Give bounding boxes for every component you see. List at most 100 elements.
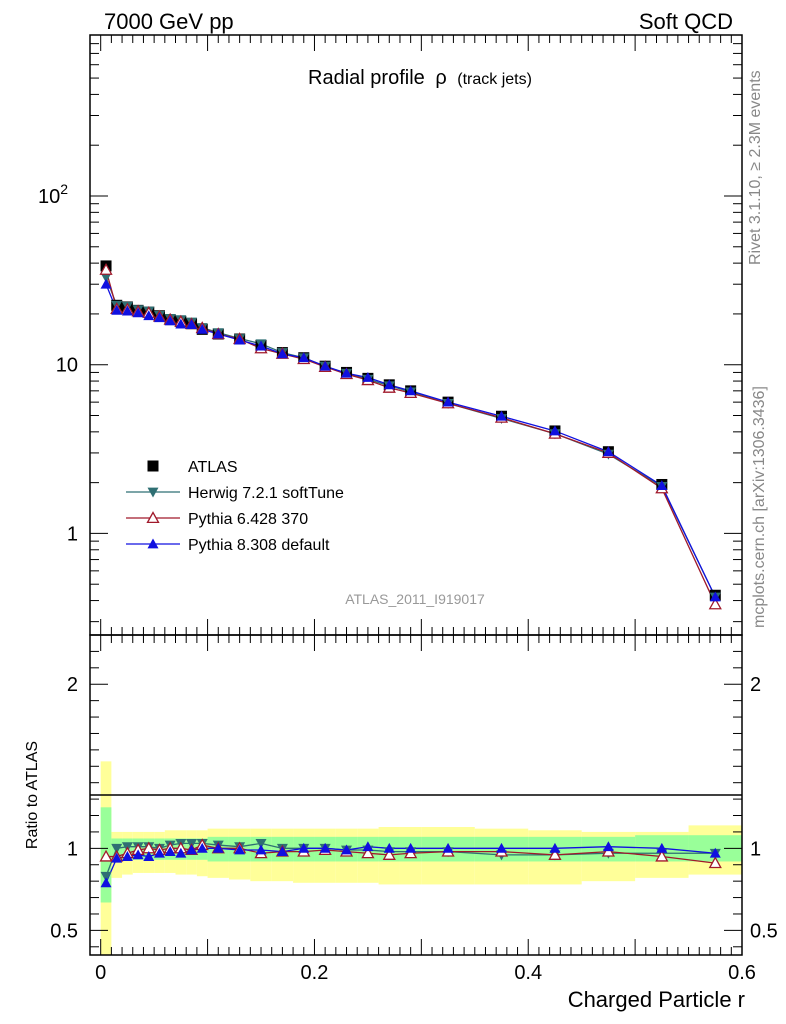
main-y-tick-label: 10 (56, 355, 78, 377)
header-energy-label: 7000 GeV pp (104, 9, 234, 34)
ratio-point-series-1 (708, 856, 722, 869)
ratio-point-series-2 (341, 844, 353, 855)
ratio-point-series-2 (196, 842, 208, 853)
ratio-point-series-2 (153, 847, 165, 858)
ratio-point-series-1 (361, 846, 375, 859)
main-chart-title: Radial profile ρ (track jets) (308, 67, 532, 89)
main-point-series-3 (549, 425, 561, 436)
ratio-point-series-2 (186, 844, 198, 855)
ratio-point-series-0 (100, 871, 112, 882)
ratio-y-tick-label-left: 2 (67, 674, 78, 696)
main-point-series-3 (212, 328, 224, 339)
main-series-lines (105, 269, 716, 605)
main-point-series-3 (405, 385, 417, 396)
x-tick-label: 0.2 (301, 962, 329, 984)
main-series-markers (99, 260, 722, 610)
main-point-series-3 (341, 367, 353, 378)
ratio-y-tick-label-right: 0.5 (750, 920, 778, 942)
main-point-series-3 (143, 310, 155, 321)
legend-label: Herwig 7.2.1 softTune (188, 485, 344, 502)
main-point-series-3 (255, 340, 267, 351)
main-plot-panel: Radial profile ρ (track jets) ATLAS_2011… (38, 34, 743, 636)
main-point-series-3 (442, 396, 454, 407)
ratio-y-tick-label-right: 2 (750, 674, 761, 696)
ratio-plot-frame (89, 634, 743, 956)
main-point-series-3 (656, 480, 668, 491)
ratio-point-series-2 (656, 842, 668, 853)
x-tick-label: 0 (95, 962, 106, 984)
x-tick-label: 0.6 (728, 962, 756, 984)
main-point-series-3 (132, 307, 144, 318)
main-point-series-3 (186, 319, 198, 329)
ratio-point-series-2 (234, 844, 246, 855)
ratio-point-series-2 (442, 842, 454, 853)
main-point-series-3 (234, 334, 246, 345)
main-point-series-2 (708, 597, 722, 610)
ratio-x-tick-labels: 0 0.2 0.4 0.6 (95, 962, 756, 984)
ratio-axis-ticks (90, 635, 743, 955)
main-point-series-2 (99, 263, 113, 275)
main-y-tick-label-base: 10 (38, 186, 60, 208)
ratio-point-series-2 (175, 847, 187, 858)
header-category-label: Soft QCD (639, 9, 733, 34)
legend: ATLAS Herwig 7.2.1 softTune Pythia 6.428 3… (126, 459, 344, 554)
chart-title-suffix: (track jets) (457, 71, 532, 88)
ratio-point-series-2 (111, 852, 123, 863)
ratio-point-series-2 (143, 851, 155, 861)
ratio-point-series-0 (255, 839, 267, 849)
x-tick-label: 0.4 (514, 962, 542, 984)
ratio-point-series-2 (362, 841, 374, 852)
main-point-series-3 (362, 371, 374, 382)
chart-title-symbol: ρ (435, 67, 446, 89)
main-point-series-3 (121, 305, 133, 316)
legend-marker-0 (147, 460, 159, 472)
ratio-point-series-2 (164, 846, 176, 857)
main-point-series-3 (319, 360, 331, 371)
ratio-plot-panel: 0.5 0.5 1 1 2 2 0 0.2 0.4 0.6 Ratio to ATLAS Cha… (24, 634, 778, 1012)
ratio-series-markers (99, 838, 722, 888)
ratio-y-axis-label: Ratio to ATLAS (24, 741, 41, 849)
ratio-point-series-2 (298, 842, 310, 853)
ratio-point-series-2 (255, 844, 267, 855)
main-point-series-3 (602, 446, 614, 457)
ratio-point-series-2 (100, 877, 112, 888)
ratio-uncertainty-bands (100, 761, 742, 955)
main-point-series-3 (298, 352, 310, 363)
ratio-point-series-2 (383, 842, 395, 853)
main-point-series-1 (100, 272, 112, 283)
legend-marker-2 (146, 511, 160, 524)
legend-label: Pythia 6.428 370 (188, 511, 308, 528)
main-point-series-3 (100, 278, 112, 289)
x-axis-label: Charged Particle r (568, 987, 745, 1012)
main-y-tick-label-exponent: 2 (60, 181, 68, 197)
ratio-point-series-2 (276, 846, 288, 857)
main-point-series-3 (709, 591, 721, 602)
ratio-y-tick-label-left: 1 (67, 838, 78, 860)
main-point-series-3 (164, 315, 176, 326)
svg-text:Radial profile ρ: Radial profile ρ (track jets) (308, 67, 532, 89)
main-point-series-3 (383, 379, 395, 390)
ratio-point-series-2 (319, 842, 331, 853)
ratio-point-series-2 (709, 847, 721, 858)
ratio-point-series-2 (602, 841, 614, 852)
ratio-point-series-1 (548, 848, 562, 860)
main-y-tick-label: 102 (38, 181, 68, 208)
ratio-point-series-0 (111, 843, 123, 854)
ratio-point-series-1 (99, 849, 113, 862)
main-axis-ticks (90, 34, 743, 635)
legend-marker-3 (147, 538, 159, 549)
ratio-point-series-1 (655, 849, 669, 862)
ratio-point-series-2 (405, 842, 417, 853)
ratio-point-series-2 (549, 842, 561, 853)
legend-label: ATLAS (188, 459, 238, 476)
ratio-y-tick-label-right: 1 (750, 838, 761, 860)
main-y-tick-label: 1 (67, 523, 78, 545)
main-series-line-2 (105, 269, 716, 605)
main-point-series-3 (496, 410, 508, 421)
side-label-rivet: Rivet 3.1.10, ≥ 2.3M events (747, 70, 764, 265)
ratio-y-tick-label-left: 0.5 (50, 920, 78, 942)
ratio-point-series-2 (121, 851, 133, 861)
ratio-point-series-2 (132, 849, 144, 860)
